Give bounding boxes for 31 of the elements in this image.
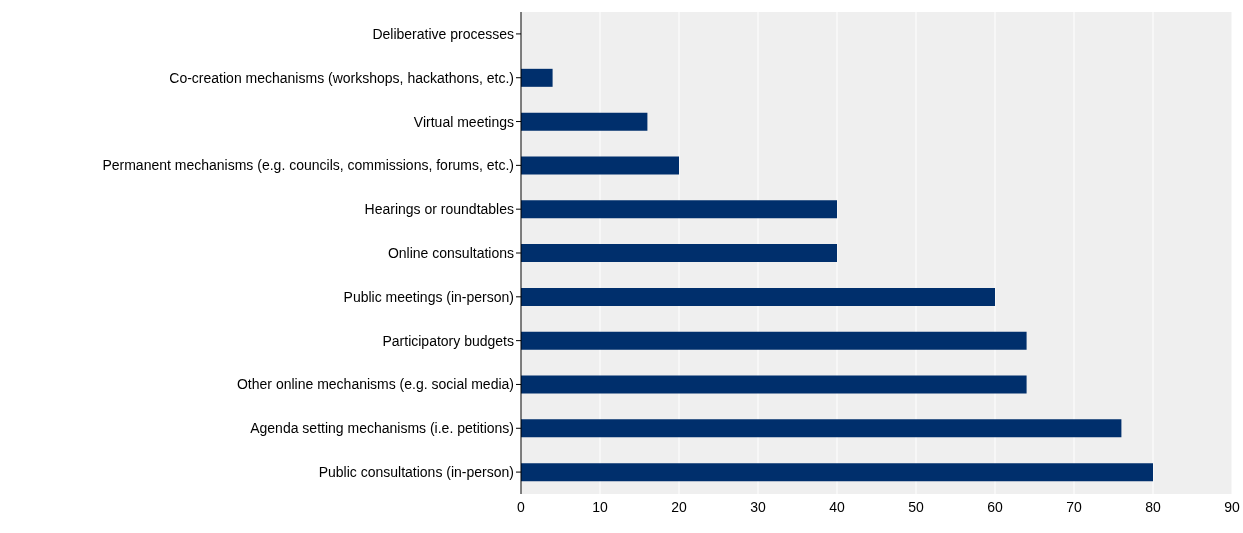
y-tick-label: Hearings or roundtables [364,201,514,218]
x-tick-label: 0 [517,498,526,515]
bar [521,463,1153,482]
x-tick-label: 50 [908,498,924,515]
y-tick-label: Participatory budgets [382,332,514,349]
bar [521,112,648,131]
bar [521,200,837,219]
y-tick-label: Other online mechanisms (e.g. social media) [236,376,514,393]
y-tick-label: Public consultations (in-person) [318,464,514,481]
x-tick-label: 70 [1066,498,1082,515]
y-tick-label: Deliberative processes [372,25,514,42]
y-tick-label: Permanent mechanisms (e.g. councils, commissions, forums, etc.) [102,157,514,174]
x-tick-label: 20 [671,498,687,515]
y-tick-label: Online consultations [387,244,514,261]
x-tick-label: 40 [829,498,845,515]
y-tick-label: Virtual meetings [413,113,514,130]
x-tick-label: 30 [750,498,766,515]
y-tick-label: Public meetings (in-person) [343,288,514,305]
bar [521,419,1122,438]
x-tick-label: 90 [1224,498,1240,515]
y-tick-label: Co-creation mechanisms (workshops, hackathons, etc.) [169,69,514,86]
bar [521,331,1027,350]
y-tick-label: Agenda setting mechanisms (i.e. petitions) [250,420,514,437]
bar [521,244,837,263]
bar [521,375,1027,394]
bar [521,68,553,87]
x-tick-label: 60 [987,498,1003,515]
bar [521,287,995,306]
x-tick-label: 10 [592,498,608,515]
x-tick-label: 80 [1145,498,1161,515]
bar [521,156,679,175]
